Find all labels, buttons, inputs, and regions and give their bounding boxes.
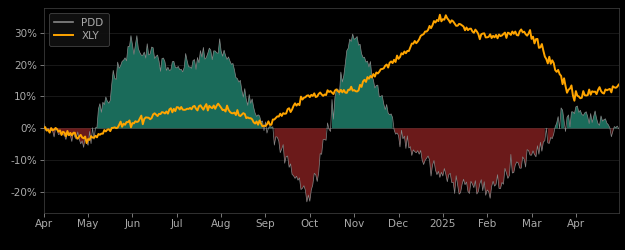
Legend: PDD, XLY: PDD, XLY [49,13,109,46]
